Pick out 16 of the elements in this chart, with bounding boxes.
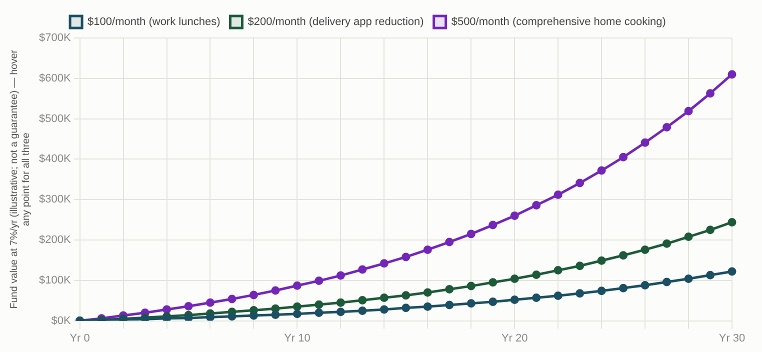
- legend-label: $500/month (comprehensive home cooking): [451, 16, 666, 28]
- y-tick-label: $100K: [38, 274, 72, 286]
- y-tick-label: $300K: [38, 194, 72, 206]
- x-tick-label: Yr 30: [718, 332, 746, 344]
- y-tick-label: $700K: [38, 32, 72, 44]
- y-tick-label: $200K: [38, 234, 72, 246]
- x-tick-label: Yr 20: [501, 332, 528, 344]
- y-tick-label: $600K: [38, 72, 72, 84]
- legend-label: $200/month (delivery app reduction): [248, 16, 424, 28]
- y-tick-label: $500K: [38, 112, 72, 125]
- y-tick-label: $400K: [38, 153, 72, 166]
- y-tick-label: $0K: [51, 314, 72, 327]
- x-tick-label: Yr 10: [284, 332, 310, 344]
- legend-label: $100/month (work lunches): [88, 16, 220, 28]
- x-tick-label: Yr 0: [70, 332, 90, 344]
- y-axis-title: Fund value at 7%/yr (illustrative; not a guarantee) — hover any point for all three: [8, 49, 32, 309]
